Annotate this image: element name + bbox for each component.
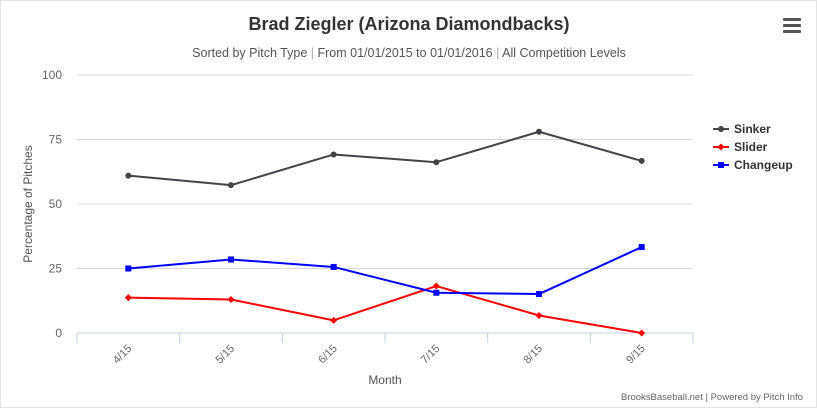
data-point[interactable] bbox=[638, 157, 645, 164]
x-tick-label: 7/15 bbox=[419, 343, 443, 367]
data-point bbox=[718, 126, 724, 132]
legend-label: Changeup bbox=[734, 158, 793, 172]
legend-item-slider[interactable]: Slider bbox=[713, 140, 768, 154]
y-tick-label: 25 bbox=[49, 262, 63, 276]
data-point[interactable] bbox=[228, 256, 234, 263]
credits-text[interactable]: BrooksBaseball.net | Powered by Pitch In… bbox=[621, 392, 803, 403]
data-point[interactable] bbox=[124, 294, 132, 302]
y-tick-label: 75 bbox=[49, 133, 63, 147]
chart-title: Brad Ziegler (Arizona Diamondbacks) bbox=[248, 14, 569, 34]
hamburger-menu-icon[interactable] bbox=[783, 18, 801, 34]
data-point[interactable] bbox=[330, 263, 337, 270]
data-point[interactable] bbox=[536, 291, 542, 298]
menu-bar bbox=[783, 24, 801, 27]
series-slider bbox=[124, 282, 646, 337]
subtitle-part: All Competition Levels bbox=[502, 46, 626, 60]
data-point[interactable] bbox=[330, 316, 338, 324]
chart-subtitle: Sorted by Pitch Type | From 01/01/2015 t… bbox=[192, 46, 626, 60]
legend-label: Slider bbox=[734, 140, 768, 154]
y-tick-label: 50 bbox=[49, 197, 63, 211]
data-point[interactable] bbox=[638, 244, 645, 251]
subtitle-separator: | bbox=[307, 46, 317, 60]
subtitle-separator: | bbox=[493, 46, 503, 60]
data-point[interactable] bbox=[227, 295, 235, 303]
data-point bbox=[717, 143, 725, 151]
series-layer bbox=[124, 128, 646, 337]
menu-bar bbox=[783, 30, 801, 33]
data-point[interactable] bbox=[432, 282, 440, 290]
subtitle-part: Sorted by Pitch Type bbox=[192, 46, 307, 60]
x-tick-label: 9/15 bbox=[624, 343, 648, 367]
data-point[interactable] bbox=[535, 311, 543, 319]
data-point[interactable] bbox=[433, 289, 440, 296]
data-point bbox=[718, 162, 724, 168]
series-line bbox=[128, 246, 643, 296]
legend-item-changeup[interactable]: Changeup bbox=[713, 158, 793, 172]
data-point[interactable] bbox=[536, 128, 542, 135]
legend-label: Sinker bbox=[734, 122, 771, 136]
data-point[interactable] bbox=[330, 151, 337, 158]
series-changeup bbox=[125, 244, 645, 298]
x-tick-label: 5/15 bbox=[213, 343, 237, 367]
data-point[interactable] bbox=[433, 159, 440, 166]
data-point[interactable] bbox=[638, 329, 646, 337]
y-axis-title: Percentage of Pitches bbox=[21, 145, 35, 262]
data-point[interactable] bbox=[125, 172, 132, 179]
legend-item-sinker[interactable]: Sinker bbox=[713, 122, 771, 136]
axis-layer: 0 25 50 75 100 4/15 5/15 6/15 7/15 8/15 9/15 Month P… bbox=[21, 68, 694, 387]
series-sinker bbox=[125, 128, 645, 189]
data-point[interactable] bbox=[228, 182, 234, 189]
series-line bbox=[128, 285, 642, 334]
grid-layer bbox=[77, 74, 693, 269]
x-axis-title: Month bbox=[368, 373, 401, 387]
legend[interactable]: Sinker Slider Changeup bbox=[713, 122, 793, 172]
series-line bbox=[128, 130, 642, 187]
y-tick-label: 100 bbox=[42, 68, 62, 82]
x-tick-label: 8/15 bbox=[521, 343, 545, 367]
menu-bar bbox=[783, 18, 801, 21]
y-tick-label: 0 bbox=[55, 326, 62, 340]
x-tick-label: 6/15 bbox=[316, 343, 340, 367]
subtitle-part: From 01/01/2015 to 01/01/2016 bbox=[318, 46, 493, 60]
data-point[interactable] bbox=[125, 265, 132, 272]
x-tick-label: 4/15 bbox=[111, 343, 135, 367]
